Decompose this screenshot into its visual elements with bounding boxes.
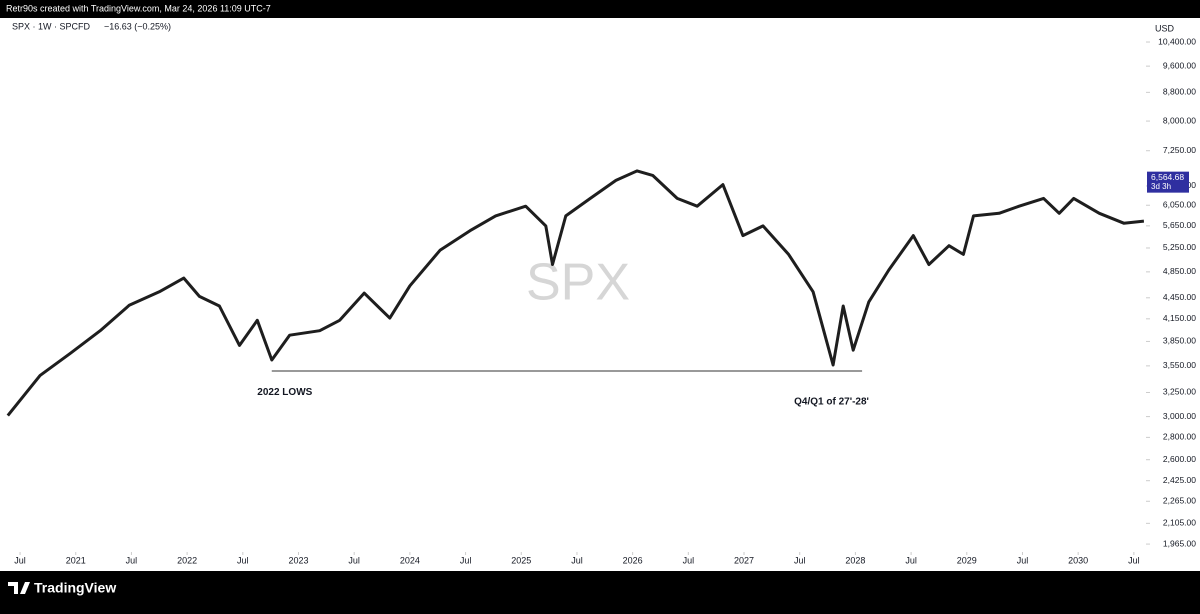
x-tick-label: 2027 xyxy=(734,555,754,565)
y-tick-label: 1,965.00 xyxy=(1163,538,1196,548)
last-price-label: 6,564.68 xyxy=(1151,172,1184,182)
x-tick-label: Jul xyxy=(1017,555,1029,565)
y-tick-label: 4,150.00 xyxy=(1163,313,1196,323)
x-tick-label: 2024 xyxy=(400,555,420,565)
y-tick-label: 4,850.00 xyxy=(1163,266,1196,276)
x-tick-label: Jul xyxy=(14,555,26,565)
x-tick-label: Jul xyxy=(905,555,917,565)
header: Retr90s created with TradingView.com, Ma… xyxy=(6,3,271,13)
legend-change: −16.63 (−0.25%) xyxy=(104,21,171,31)
x-tick-label: Jul xyxy=(1128,555,1140,565)
x-tick-label: 2026 xyxy=(623,555,643,565)
legend-symbol: SPX · 1W · SPCFD xyxy=(12,21,91,31)
x-tick-label: Jul xyxy=(571,555,583,565)
currency: USD xyxy=(1155,23,1175,33)
x-tick-label: 2029 xyxy=(957,555,977,565)
logo-text: TradingView xyxy=(34,580,116,596)
y-tick-label: 8,000.00 xyxy=(1163,115,1196,125)
x-tick-label: 2025 xyxy=(511,555,531,565)
y-tick-label: 5,250.00 xyxy=(1163,242,1196,252)
y-tick-label: 9,600.00 xyxy=(1163,60,1196,70)
x-tick-label: Jul xyxy=(794,555,806,565)
x-tick-label: 2028 xyxy=(845,555,865,565)
x-tick-label: 2030 xyxy=(1068,555,1088,565)
y-tick-label: 2,265.00 xyxy=(1163,496,1196,506)
logo-icon xyxy=(8,582,30,594)
y-tick-label: 8,800.00 xyxy=(1163,87,1196,97)
watermark: SPX xyxy=(526,254,630,312)
x-tick-label: Jul xyxy=(460,555,472,565)
x-tick-label: Jul xyxy=(126,555,138,565)
plot-background xyxy=(0,18,1200,571)
y-tick-label: 3,000.00 xyxy=(1163,411,1196,421)
y-tick-label: 3,550.00 xyxy=(1163,360,1196,370)
y-tick-label: 2,105.00 xyxy=(1163,518,1196,528)
y-tick-label: 2,425.00 xyxy=(1163,475,1196,485)
y-tick-label: 4,450.00 xyxy=(1163,292,1196,302)
tradingview-logo: TradingView xyxy=(8,580,116,596)
countdown: 3d 3h xyxy=(1151,182,1171,191)
x-tick-label: Jul xyxy=(237,555,249,565)
x-tick-label: 2021 xyxy=(66,555,86,565)
x-tick-label: 2022 xyxy=(177,555,197,565)
annotation: Q4/Q1 of 27'-28' xyxy=(794,397,869,408)
y-tick-label: 7,250.00 xyxy=(1163,145,1196,155)
y-tick-label: 5,650.00 xyxy=(1163,220,1196,230)
y-tick-label: 6,050.00 xyxy=(1163,199,1196,209)
last-price-box xyxy=(1147,171,1189,193)
y-tick-label: 2,800.00 xyxy=(1163,432,1196,442)
y-tick-label: 3,250.00 xyxy=(1163,387,1196,397)
x-tick-label: 2023 xyxy=(288,555,308,565)
y-tick-label: 2,600.00 xyxy=(1163,454,1196,464)
x-tick-label: Jul xyxy=(683,555,695,565)
y-tick-label: 3,850.00 xyxy=(1163,336,1196,346)
y-tick-label: 10,400.00 xyxy=(1158,36,1196,46)
annotation: 2022 LOWS xyxy=(257,387,312,398)
price-line xyxy=(6,169,1145,417)
x-tick-label: Jul xyxy=(348,555,360,565)
